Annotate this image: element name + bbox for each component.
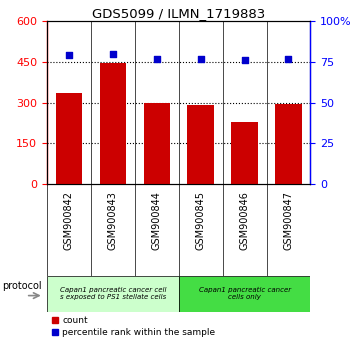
Text: Capan1 pancreatic cancer
cells only: Capan1 pancreatic cancer cells only bbox=[199, 287, 291, 301]
Point bbox=[110, 51, 116, 57]
Bar bbox=[47, 276, 179, 312]
Text: protocol: protocol bbox=[3, 281, 42, 291]
Bar bbox=[179, 276, 310, 312]
Legend: count, percentile rank within the sample: count, percentile rank within the sample bbox=[52, 316, 216, 337]
Bar bbox=[275, 104, 302, 184]
Bar bbox=[100, 63, 126, 184]
Point bbox=[286, 56, 291, 62]
Bar bbox=[231, 122, 258, 184]
Bar bbox=[144, 103, 170, 184]
Point bbox=[66, 53, 72, 58]
Bar bbox=[187, 105, 214, 184]
Point bbox=[242, 57, 248, 63]
Text: GSM900844: GSM900844 bbox=[152, 192, 162, 250]
Point bbox=[198, 56, 204, 62]
Title: GDS5099 / ILMN_1719883: GDS5099 / ILMN_1719883 bbox=[92, 7, 265, 20]
Point bbox=[154, 56, 160, 62]
Text: GSM900843: GSM900843 bbox=[108, 192, 118, 250]
Text: GSM900846: GSM900846 bbox=[240, 192, 249, 250]
Text: GSM900845: GSM900845 bbox=[196, 192, 206, 250]
Bar bbox=[56, 93, 82, 184]
Text: Capan1 pancreatic cancer cell
s exposed to PS1 stellate cells: Capan1 pancreatic cancer cell s exposed … bbox=[60, 287, 166, 301]
Text: GSM900842: GSM900842 bbox=[64, 192, 74, 250]
Text: GSM900847: GSM900847 bbox=[283, 192, 293, 250]
